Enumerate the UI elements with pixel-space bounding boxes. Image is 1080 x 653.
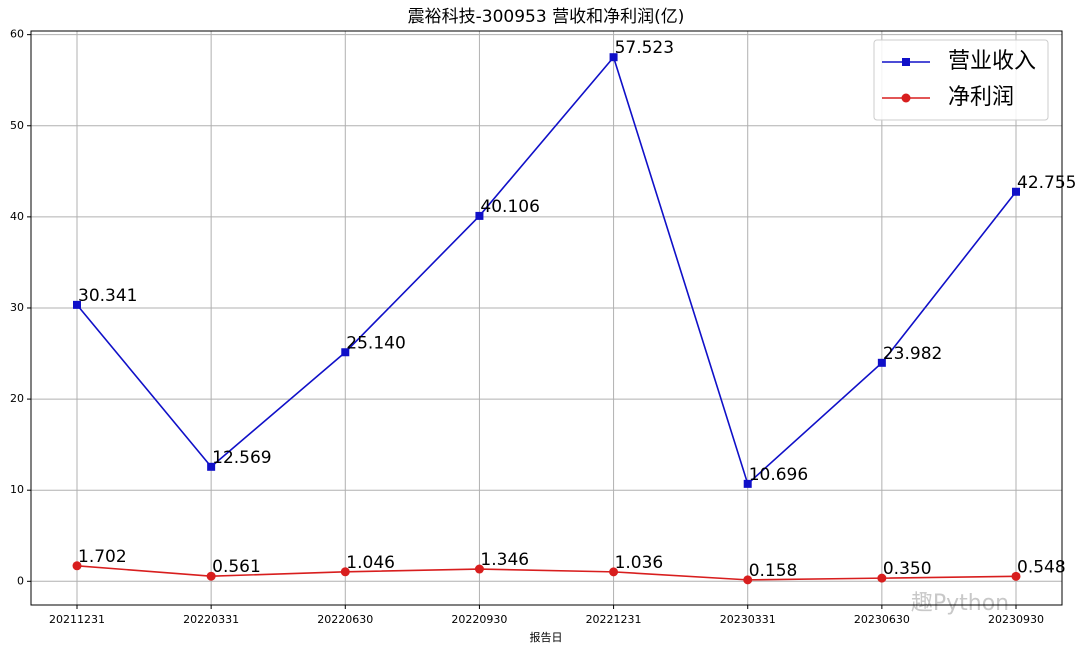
marker xyxy=(902,58,910,66)
x-tick-label: 20211231 xyxy=(49,613,105,626)
x-axis-label: 报告日 xyxy=(530,630,563,644)
marker xyxy=(341,348,350,357)
plot-frame xyxy=(30,30,1063,606)
marker xyxy=(743,479,752,488)
x-tick-label: 20230930 xyxy=(988,613,1044,626)
data-label: 42.755 xyxy=(1017,173,1076,193)
x-tick-label: 20230331 xyxy=(720,613,776,626)
legend-label: 净利润 xyxy=(948,85,1014,110)
data-label: 23.982 xyxy=(883,344,942,364)
marker xyxy=(340,567,350,577)
data-label: 0.548 xyxy=(1017,557,1066,577)
y-tick-label: 0 xyxy=(17,574,24,587)
data-label: 0.158 xyxy=(749,561,798,581)
y-tick-label: 50 xyxy=(10,119,24,132)
data-label: 0.350 xyxy=(883,559,932,579)
marker xyxy=(609,53,618,62)
data-label: 10.696 xyxy=(749,465,808,485)
x-tick-label: 20220331 xyxy=(183,613,239,626)
marker xyxy=(901,93,911,103)
marker xyxy=(475,211,484,220)
data-label: 25.140 xyxy=(346,333,405,353)
y-tick-label: 20 xyxy=(10,392,24,405)
legend-box xyxy=(873,39,1049,121)
data-label: 1.702 xyxy=(78,547,127,567)
marker xyxy=(1012,187,1020,196)
marker xyxy=(474,564,484,574)
marker xyxy=(207,462,216,471)
y-tick-label: 60 xyxy=(10,28,24,41)
y-tick-label: 40 xyxy=(10,210,24,223)
series-line xyxy=(76,55,1017,486)
x-tick-label: 20221231 xyxy=(586,613,642,626)
marker xyxy=(206,571,216,581)
data-label: 1.346 xyxy=(480,550,529,570)
marker xyxy=(877,573,887,583)
x-tick-label: 20220630 xyxy=(317,613,373,626)
y-tick-label: 30 xyxy=(10,301,24,314)
chart-title: 震裕科技-300953 营收和净利润(亿) xyxy=(408,7,685,27)
data-label: 57.523 xyxy=(615,38,674,58)
x-tick-label: 20230630 xyxy=(854,613,910,626)
y-tick-label: 10 xyxy=(10,483,24,496)
data-label: 30.341 xyxy=(78,286,137,306)
marker xyxy=(1011,571,1021,581)
data-label: 40.106 xyxy=(480,197,539,217)
data-label: 1.046 xyxy=(346,553,395,573)
data-label: 12.569 xyxy=(212,448,271,468)
marker xyxy=(73,300,81,309)
marker xyxy=(609,567,619,577)
series-line xyxy=(76,565,1017,581)
data-label: 1.036 xyxy=(615,553,664,573)
legend-label: 营业收入 xyxy=(948,49,1036,74)
marker xyxy=(72,561,82,571)
marker xyxy=(877,358,886,367)
marker xyxy=(743,575,753,585)
x-tick-label: 20220930 xyxy=(451,613,507,626)
data-label: 0.561 xyxy=(212,557,261,577)
watermark: 趣Python xyxy=(911,591,1009,616)
